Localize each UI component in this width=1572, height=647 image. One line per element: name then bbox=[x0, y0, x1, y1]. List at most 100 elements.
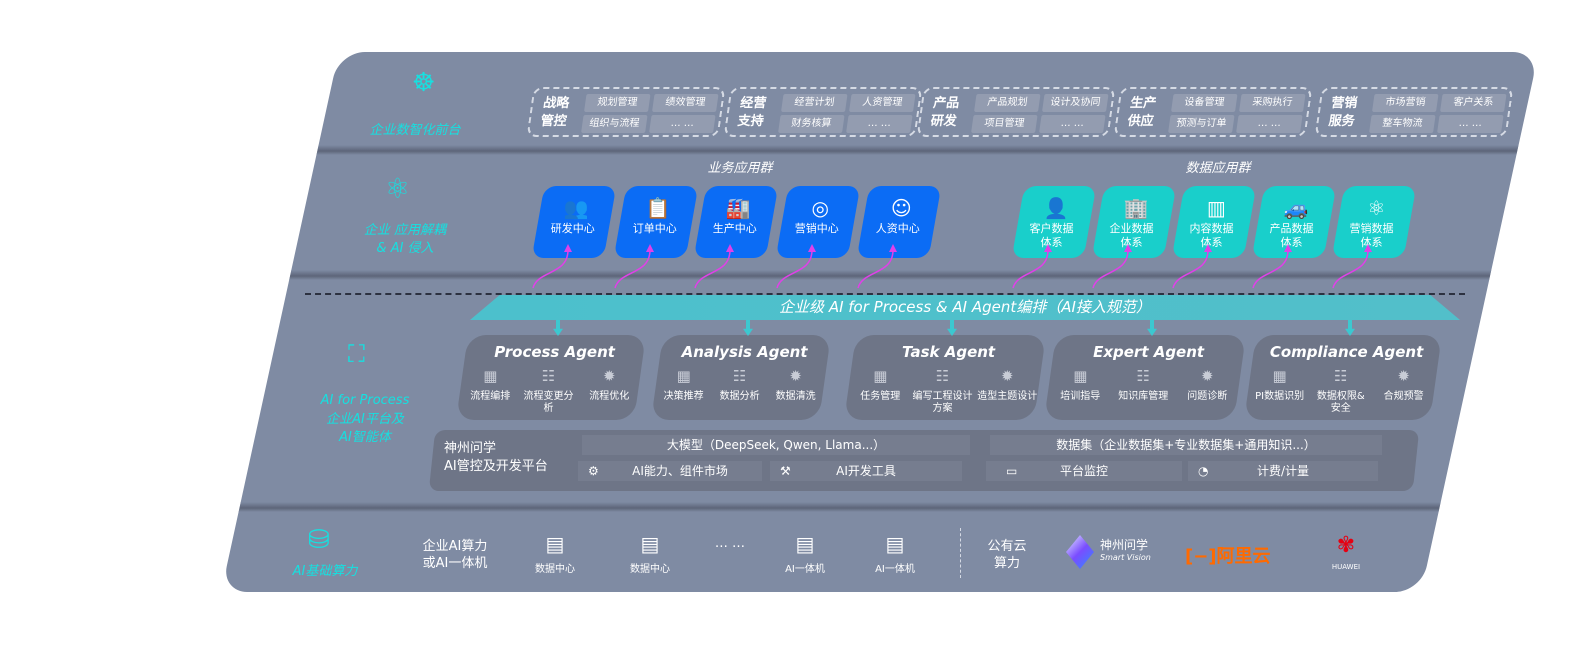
agent-name: Compliance Agent bbox=[1269, 343, 1424, 361]
arrow-head bbox=[1204, 244, 1212, 252]
agent-capability: ☷ 知识库管理 bbox=[1112, 367, 1175, 403]
agent-name: Process Agent bbox=[494, 343, 615, 361]
capability-label: 造型主题设计 bbox=[976, 391, 1037, 402]
data-group-title: 数据应用群 bbox=[1185, 161, 1251, 176]
down-arrow-icon bbox=[1147, 320, 1157, 336]
arrow-head bbox=[1044, 244, 1052, 252]
capability-icon: ▦ bbox=[1073, 367, 1088, 385]
devtools-label: AI开发工具 bbox=[836, 464, 896, 478]
agent-capability: ✹ 问题诊断 bbox=[1175, 367, 1238, 403]
agent-capability: ☷ 编写工程设计方案 bbox=[911, 367, 974, 415]
agent-card[interactable]: Process Agent ▦ 流程编排 ☷ 流程变更分析 ✹ 流程优化 bbox=[456, 335, 646, 420]
capability-label: 数据分析 bbox=[719, 391, 760, 402]
capability-icon: ✹ bbox=[1000, 367, 1014, 385]
dataset-bar: 数据集（企业数据集+专业数据集+通用知识...） bbox=[990, 435, 1382, 455]
connector-arrow bbox=[857, 249, 894, 289]
capability-icon: ✹ bbox=[789, 367, 802, 385]
server-label: 数据中心 bbox=[630, 564, 670, 575]
brain-icon: ☸ bbox=[412, 68, 436, 98]
arrow-head bbox=[726, 244, 734, 252]
agent-capability: ✹ 流程优化 bbox=[579, 367, 638, 403]
monitor-bar[interactable]: ▭ 平台监控 bbox=[986, 461, 1182, 481]
smart-vision-name: 神州问学 bbox=[1100, 538, 1149, 552]
down-arrow-icon bbox=[743, 320, 753, 336]
agent-capability: ✹ 合规预警 bbox=[1373, 367, 1434, 403]
aliyun-bracket-icon: [−] bbox=[1185, 546, 1217, 567]
capability-label: 流程编排 bbox=[470, 391, 511, 402]
agent-capability: ✹ 造型主题设计 bbox=[975, 367, 1038, 403]
agent-card[interactable]: Task Agent ▦ 任务管理 ☷ 编写工程设计方案 ✹ 造型主题设计 bbox=[844, 335, 1046, 420]
monitor-icon: ▭ bbox=[1006, 464, 1018, 478]
billing-label: 计费/计量 bbox=[1256, 464, 1310, 478]
private-compute-label: 企业AI算力 或AI一体机 bbox=[422, 539, 488, 571]
market-label: AI能力、组件市场 bbox=[632, 464, 728, 478]
agent-capability: ✹ 数据清洗 bbox=[768, 367, 823, 403]
server-icon: ▤ bbox=[545, 532, 565, 556]
public-cloud-label: 公有云 算力 bbox=[987, 539, 1027, 571]
agent-card[interactable]: Expert Agent ▦ 培训指导 ☷ 知识库管理 ✹ 问题诊断 bbox=[1044, 335, 1246, 420]
server-label: 数据中心 bbox=[535, 564, 575, 575]
huawei-petals-icon: ✾ bbox=[1336, 533, 1356, 558]
molecule-icon: ⚛ bbox=[385, 172, 411, 205]
compute-divider bbox=[960, 528, 961, 578]
server-item: ▤ AI一体机 bbox=[775, 532, 835, 575]
agent-capability: ☷ 流程变更分析 bbox=[519, 367, 578, 415]
capability-icon: ☷ bbox=[1333, 367, 1348, 385]
agent-card[interactable]: Compliance Agent ▦ PI数据识别 ☷ 数据权限& 安全 ✹ 合规预警 bbox=[1244, 335, 1442, 420]
agent-capability: ▦ 决策推荐 bbox=[656, 367, 711, 403]
agent-name: Expert Agent bbox=[1093, 343, 1205, 361]
connector-arrow bbox=[1092, 249, 1129, 289]
arrow-head bbox=[564, 244, 572, 252]
connector-arrow bbox=[614, 249, 651, 289]
capability-label: 数据权限& 安全 bbox=[1316, 391, 1365, 414]
aliyun-name: 阿里云 bbox=[1216, 546, 1271, 567]
billing-bar[interactable]: ◔ 计费/计量 bbox=[1188, 461, 1378, 481]
down-arrow-icon bbox=[553, 320, 563, 336]
server-icon: ▤ bbox=[640, 532, 660, 556]
server-item: ▤ 数据中心 bbox=[620, 532, 680, 575]
arrow-head bbox=[1124, 244, 1132, 252]
arrow-head bbox=[646, 244, 654, 252]
capability-icon: ☷ bbox=[542, 367, 556, 385]
capability-icon: ▦ bbox=[873, 367, 888, 385]
connector-arrow bbox=[1012, 249, 1049, 289]
layer-ai-cn: 企业AI平台及 AI智能体 bbox=[326, 412, 404, 445]
connector-arrow bbox=[1172, 249, 1209, 289]
agent-capability: ▦ 流程编排 bbox=[461, 367, 520, 403]
connector-arrow bbox=[1252, 249, 1289, 289]
arrow-head bbox=[1284, 244, 1292, 252]
platform-title: 神州问学 AI管控及开发平台 bbox=[444, 441, 548, 474]
arrow-head bbox=[808, 244, 816, 252]
layer-ai-en: AI for Process bbox=[320, 393, 410, 408]
capability-icon: ☷ bbox=[732, 367, 747, 385]
connector-arrow bbox=[776, 249, 813, 289]
layer-apps-label: 企业 应用解耦 & AI 侵入 bbox=[363, 223, 447, 256]
capability-label: 编写工程设计方案 bbox=[912, 391, 973, 414]
devtools-bar[interactable]: ⚒ AI开发工具 bbox=[770, 461, 962, 481]
connector-arrow bbox=[1332, 249, 1369, 289]
server-label: … … bbox=[714, 536, 746, 551]
monitor-label: 平台监控 bbox=[1059, 464, 1108, 478]
agent-card[interactable]: Analysis Agent ▦ 决策推荐 ☷ 数据分析 ✹ 数据清洗 bbox=[651, 335, 831, 420]
divider-line bbox=[305, 293, 1465, 295]
connector-arrow bbox=[694, 249, 731, 289]
market-bar[interactable]: ⚙ AI能力、组件市场 bbox=[578, 461, 762, 481]
capability-label: 知识库管理 bbox=[1118, 391, 1169, 402]
agent-capability: ▦ PI数据识别 bbox=[1249, 367, 1310, 403]
server-icon: ▤ bbox=[795, 532, 815, 556]
capability-label: 流程优化 bbox=[588, 391, 629, 402]
layer-compute-label: AI基础算力 bbox=[292, 564, 358, 579]
connector-arrow bbox=[532, 249, 569, 289]
capability-icon: ☷ bbox=[1136, 367, 1151, 385]
capability-label: 流程变更分析 bbox=[523, 391, 574, 414]
capability-icon: ▦ bbox=[1272, 367, 1287, 385]
arrow-head bbox=[889, 244, 897, 252]
arrow-head bbox=[1364, 244, 1372, 252]
server-item: … … bbox=[700, 532, 760, 551]
agent-capability: ☷ 数据分析 bbox=[712, 367, 767, 403]
llm-bar: 大模型（DeepSeek, Qwen, Llama...） bbox=[582, 435, 970, 455]
server-icon: ▤ bbox=[885, 532, 905, 556]
capability-label: 问题诊断 bbox=[1186, 391, 1227, 402]
server-label: AI一体机 bbox=[875, 564, 915, 575]
